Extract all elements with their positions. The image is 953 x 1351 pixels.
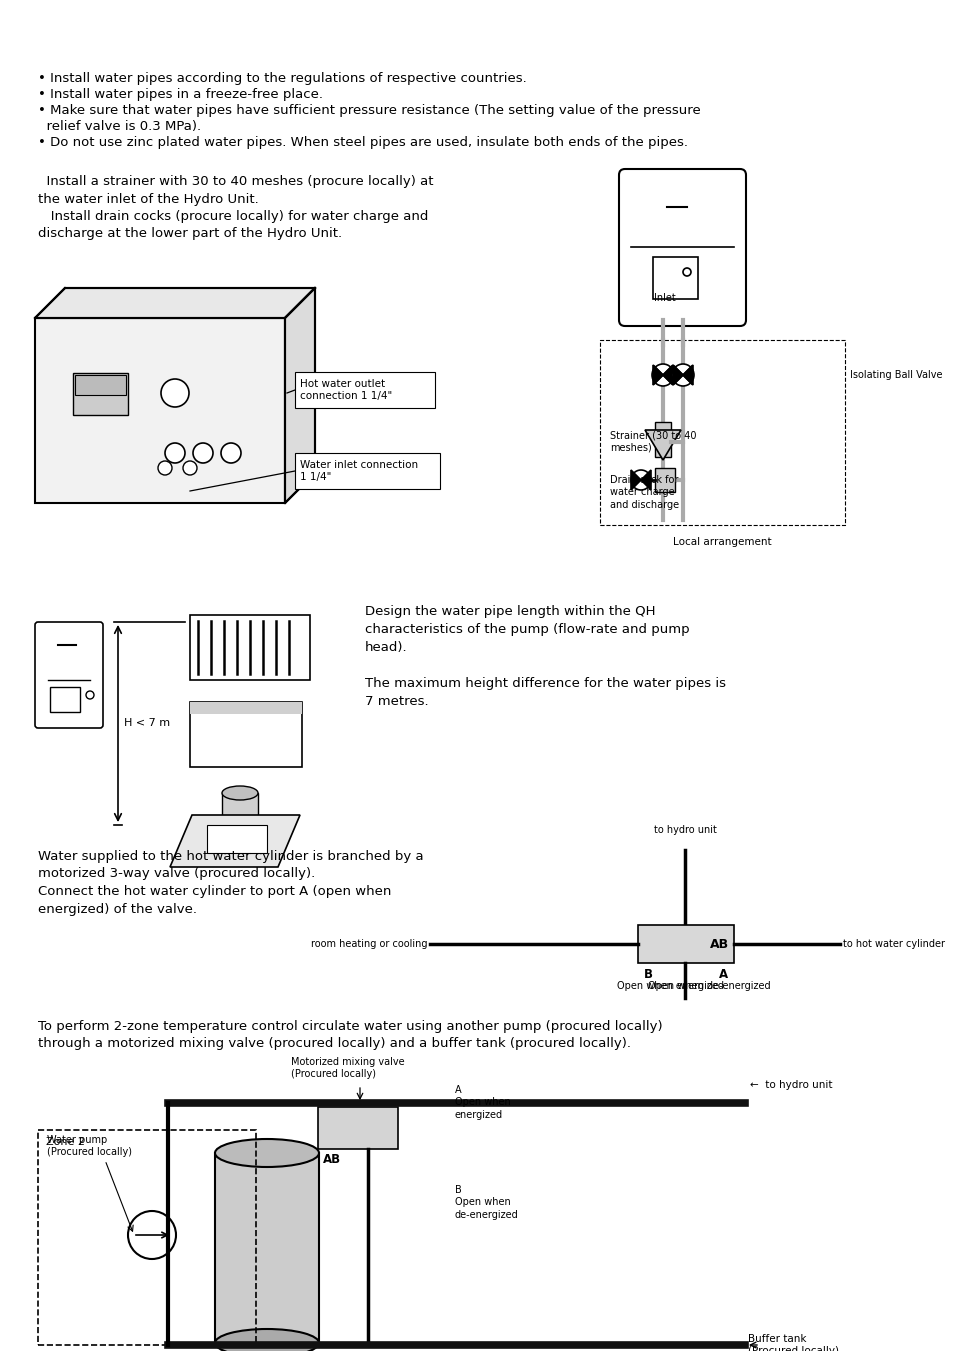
- Polygon shape: [652, 365, 662, 385]
- Bar: [207, 825, 267, 852]
- Polygon shape: [662, 365, 672, 385]
- Bar: [655, 467, 675, 492]
- Bar: [50, 688, 80, 712]
- Circle shape: [158, 461, 172, 476]
- Text: Inlet: Inlet: [654, 293, 675, 303]
- Text: H < 7 m: H < 7 m: [124, 717, 170, 728]
- Polygon shape: [644, 430, 680, 459]
- Text: Install a strainer with 30 to 40 meshes (procure locally) at
the water inlet of : Install a strainer with 30 to 40 meshes …: [38, 176, 433, 240]
- Text: Buffer tank
(Procured locally): Buffer tank (Procured locally): [747, 1333, 838, 1351]
- Text: Hot water outlet
connection 1 1/4": Hot water outlet connection 1 1/4": [299, 380, 392, 401]
- Polygon shape: [285, 288, 314, 503]
- Text: B: B: [643, 969, 652, 981]
- Text: Water supplied to the hot water cylinder is branched by a
motorized 3-way valve : Water supplied to the hot water cylinder…: [38, 850, 423, 916]
- Text: Local arrangement: Local arrangement: [672, 536, 771, 547]
- Text: To perform 2-zone temperature control circulate water using another pump (procur: To perform 2-zone temperature control ci…: [38, 1020, 662, 1050]
- Text: Strainer (30 to 40
meshes): Strainer (30 to 40 meshes): [609, 430, 696, 453]
- Bar: [75, 376, 126, 394]
- Circle shape: [161, 380, 189, 407]
- Text: A
Open when
energized: A Open when energized: [455, 1085, 510, 1120]
- Text: Design the water pipe length within the QH
characteristics of the pump (flow-rat: Design the water pipe length within the …: [365, 605, 725, 708]
- Circle shape: [630, 470, 650, 490]
- Text: Zone 2: Zone 2: [46, 1138, 85, 1147]
- Circle shape: [165, 443, 185, 463]
- Ellipse shape: [214, 1329, 318, 1351]
- Polygon shape: [682, 365, 692, 385]
- Bar: [317, 1106, 397, 1148]
- Circle shape: [193, 443, 213, 463]
- FancyBboxPatch shape: [618, 169, 745, 326]
- Ellipse shape: [222, 786, 257, 800]
- Circle shape: [221, 443, 241, 463]
- Bar: [190, 703, 302, 713]
- Bar: [655, 422, 670, 457]
- Circle shape: [682, 267, 690, 276]
- Polygon shape: [170, 815, 299, 867]
- Text: • Make sure that water pipes have sufficient pressure resistance (The setting va: • Make sure that water pipes have suffic…: [38, 104, 700, 118]
- Polygon shape: [640, 470, 650, 490]
- Text: AB: AB: [709, 938, 728, 951]
- Bar: [214, 1152, 318, 1343]
- FancyBboxPatch shape: [35, 621, 103, 728]
- Text: ←  to hydro unit: ← to hydro unit: [749, 1079, 832, 1090]
- Text: Motorized mixing valve
(Procured locally): Motorized mixing valve (Procured locally…: [291, 1056, 404, 1079]
- Text: • Do not use zinc plated water pipes. When steel pipes are used, insulate both e: • Do not use zinc plated water pipes. Wh…: [38, 136, 687, 149]
- Text: to hot water cylinder: to hot water cylinder: [842, 939, 944, 948]
- Circle shape: [128, 1210, 175, 1259]
- Text: Isolating Ball Valve: Isolating Ball Valve: [849, 370, 942, 380]
- Bar: [190, 703, 302, 767]
- Bar: [35, 317, 285, 503]
- Bar: [599, 340, 844, 526]
- Polygon shape: [35, 288, 314, 317]
- Bar: [638, 925, 733, 963]
- Ellipse shape: [222, 831, 257, 844]
- Circle shape: [183, 461, 196, 476]
- Polygon shape: [672, 365, 682, 385]
- Bar: [222, 793, 257, 838]
- Text: Water inlet connection
1 1/4": Water inlet connection 1 1/4": [299, 459, 417, 482]
- Text: B
Open when
de-energized: B Open when de-energized: [455, 1185, 518, 1220]
- Text: to hydro unit: to hydro unit: [653, 825, 716, 835]
- Circle shape: [651, 363, 673, 386]
- Bar: [38, 1129, 255, 1346]
- Bar: [652, 257, 698, 299]
- Text: relief valve is 0.3 MPa).: relief valve is 0.3 MPa).: [38, 120, 201, 132]
- Polygon shape: [630, 470, 640, 490]
- Text: Open when energized: Open when energized: [617, 981, 723, 992]
- Text: Drain cock for
water charge
and discharge: Drain cock for water charge and discharg…: [609, 476, 679, 509]
- Text: • Install water pipes in a freeze-free place.: • Install water pipes in a freeze-free p…: [38, 88, 323, 101]
- Text: AB: AB: [323, 1152, 341, 1166]
- Bar: [73, 373, 128, 415]
- Text: Open when de-energized: Open when de-energized: [647, 981, 770, 992]
- Bar: [294, 453, 439, 489]
- Text: Water pump
(Procured locally): Water pump (Procured locally): [48, 1135, 132, 1158]
- Text: A: A: [719, 969, 728, 981]
- Circle shape: [671, 363, 693, 386]
- Ellipse shape: [214, 1139, 318, 1167]
- Bar: [294, 372, 435, 408]
- Text: • Install water pipes according to the regulations of respective countries.: • Install water pipes according to the r…: [38, 72, 526, 85]
- Text: room heating or cooling: room heating or cooling: [312, 939, 428, 948]
- Circle shape: [86, 690, 94, 698]
- Bar: [190, 615, 310, 680]
